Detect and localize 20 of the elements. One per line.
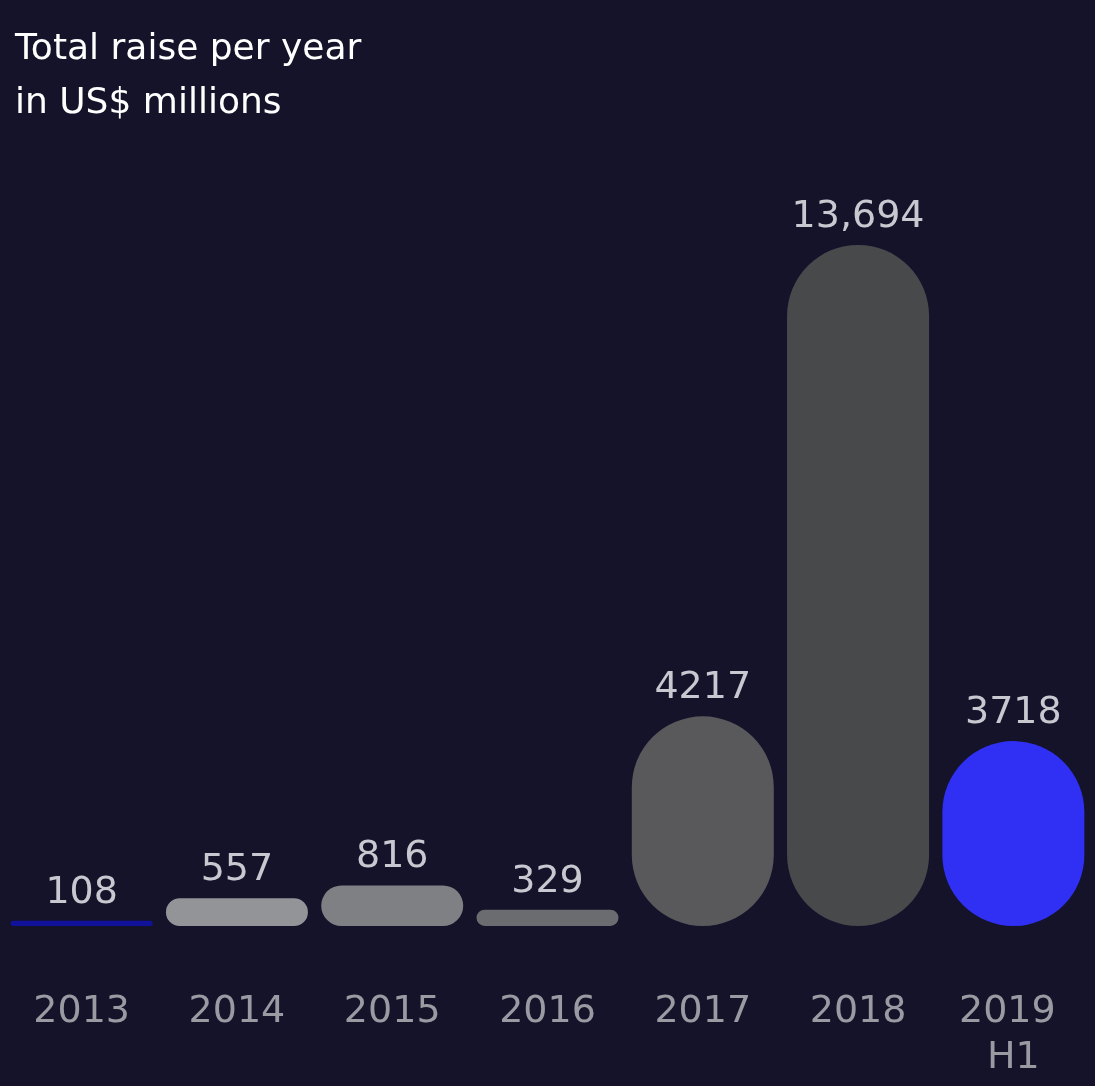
x-tick-label: 2015 <box>343 987 441 1031</box>
bar <box>787 244 930 926</box>
data-label: 816 <box>355 832 429 877</box>
x-tick-label: 2013 <box>33 987 130 1031</box>
x-tick-label: 2014 <box>188 987 286 1031</box>
bar <box>165 898 308 926</box>
bar <box>10 920 153 926</box>
x-tick-label: 2017 <box>654 987 752 1031</box>
data-label: 329 <box>511 856 584 901</box>
bar <box>476 909 619 926</box>
data-label: 4217 <box>654 663 752 708</box>
x-tick-label: 2019 H1 <box>958 987 1068 1077</box>
data-label: 557 <box>200 845 274 890</box>
data-label: 3718 <box>965 688 1062 733</box>
x-tick-label: 2018 <box>809 987 907 1031</box>
data-label: 108 <box>45 867 118 912</box>
data-label: 13,694 <box>791 191 925 236</box>
bar <box>321 885 464 926</box>
x-tick-label: 2016 <box>499 987 596 1031</box>
chart-title: Total raise per year in US$ millions <box>14 25 362 121</box>
